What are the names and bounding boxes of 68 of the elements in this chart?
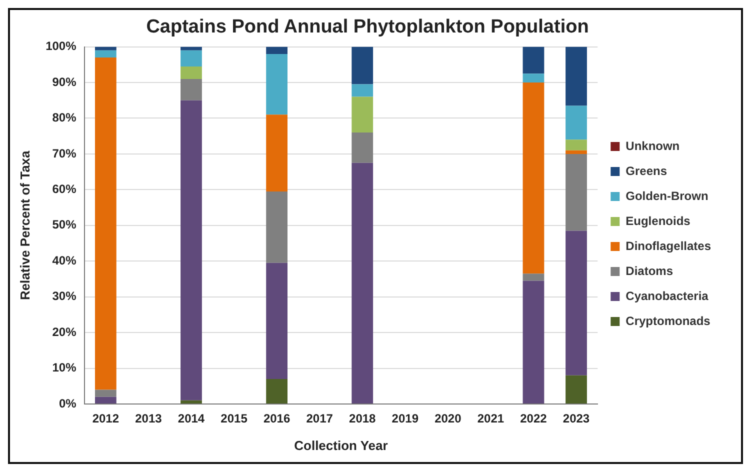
bar bbox=[566, 375, 587, 404]
bar bbox=[94, 50, 116, 58]
x-tick-label: 2014 bbox=[178, 412, 205, 426]
y-tick-label: 60% bbox=[52, 182, 77, 196]
chart-title: Captains Pond Annual Phytoplankton Population bbox=[146, 16, 589, 38]
x-tick-label: 2016 bbox=[263, 412, 290, 426]
bar bbox=[94, 396, 116, 404]
bar bbox=[566, 46, 587, 106]
bar bbox=[266, 46, 288, 54]
y-tick-label: 0% bbox=[58, 396, 77, 410]
bar bbox=[566, 150, 587, 154]
legend-label: Dinoflagellates bbox=[626, 238, 712, 253]
y-tick-label: 40% bbox=[52, 253, 77, 268]
bar bbox=[266, 191, 288, 263]
bar bbox=[94, 46, 116, 50]
x-tick-label: 2020 bbox=[434, 412, 462, 426]
bar bbox=[266, 114, 288, 192]
bar bbox=[94, 390, 116, 397]
bar bbox=[566, 154, 587, 231]
bar bbox=[522, 274, 544, 281]
x-tick-label: 2022 bbox=[520, 412, 548, 426]
x-tick-label: 2021 bbox=[477, 412, 504, 426]
x-tick-label: 2017 bbox=[306, 412, 334, 426]
legend-label: Euglenoids bbox=[626, 214, 691, 228]
bar bbox=[180, 78, 202, 100]
bar bbox=[522, 46, 544, 74]
legend-label: Greens bbox=[626, 164, 668, 178]
x-tick-label: 2023 bbox=[562, 412, 590, 426]
y-tick-label: 80% bbox=[52, 110, 77, 125]
y-tick-label: 50% bbox=[52, 218, 77, 232]
bar bbox=[566, 230, 587, 376]
bar bbox=[522, 280, 544, 404]
legend-label: Golden-Brown bbox=[626, 188, 708, 203]
y-tick-label: 10% bbox=[52, 360, 77, 375]
y-axis-title: Relative Percent of Taxa bbox=[17, 150, 32, 300]
bar bbox=[352, 84, 374, 97]
bar bbox=[352, 132, 374, 163]
y-tick-label: 20% bbox=[52, 324, 77, 339]
y-tick-label: 30% bbox=[52, 289, 77, 304]
bar bbox=[522, 74, 544, 83]
bar bbox=[266, 378, 288, 404]
bar bbox=[566, 106, 587, 140]
bar bbox=[180, 100, 202, 400]
bar bbox=[566, 140, 587, 150]
legend-label: Cryptomonads bbox=[626, 314, 711, 328]
y-tick-label: 70% bbox=[52, 146, 77, 160]
legend-label: Diatoms bbox=[626, 264, 674, 278]
bar bbox=[180, 400, 202, 404]
bar bbox=[266, 54, 288, 115]
legend-label: Cyanobacteria bbox=[626, 288, 709, 303]
x-tick-label: 2015 bbox=[220, 412, 248, 426]
y-tick-label: 100% bbox=[46, 39, 77, 54]
bar bbox=[266, 262, 288, 379]
x-axis-title: Collection Year bbox=[294, 438, 388, 453]
y-tick-label: 90% bbox=[52, 74, 77, 89]
legend-label: Unknown bbox=[626, 138, 680, 153]
x-tick-label: 2013 bbox=[135, 412, 162, 426]
bar bbox=[180, 46, 202, 50]
bar bbox=[352, 96, 374, 133]
bar bbox=[180, 66, 202, 79]
bar bbox=[522, 82, 544, 274]
bar bbox=[352, 46, 374, 84]
x-tick-label: 2012 bbox=[92, 412, 120, 426]
bar bbox=[352, 162, 374, 404]
bar bbox=[180, 50, 202, 66]
x-tick-label: 2018 bbox=[349, 412, 376, 426]
bar bbox=[94, 58, 116, 390]
x-tick-label: 2019 bbox=[392, 412, 419, 426]
